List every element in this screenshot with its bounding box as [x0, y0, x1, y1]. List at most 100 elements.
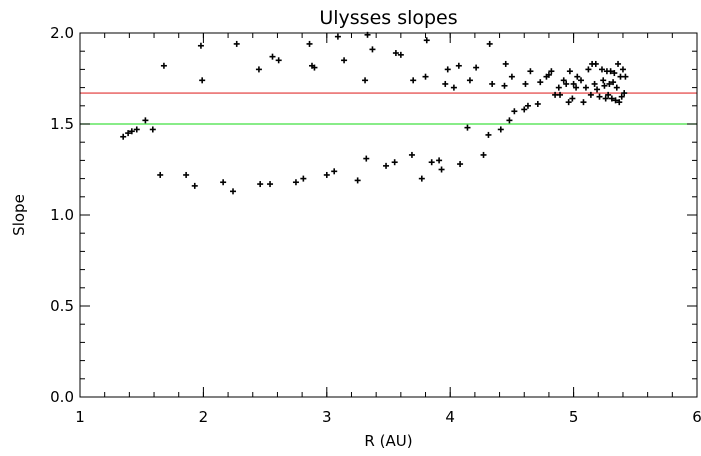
data-point — [311, 64, 318, 71]
data-point — [569, 95, 576, 102]
data-point — [486, 40, 493, 47]
data-point — [606, 80, 613, 87]
data-point — [363, 155, 370, 162]
data-point — [566, 68, 573, 75]
data-point — [594, 86, 601, 93]
data-point — [422, 73, 429, 80]
data-point — [485, 131, 492, 138]
data-point — [600, 77, 607, 84]
data-point — [149, 126, 156, 133]
data-point — [587, 91, 594, 98]
data-point — [230, 188, 237, 195]
data-point — [438, 166, 445, 173]
data-point — [578, 77, 585, 84]
data-point — [408, 151, 415, 158]
data-point — [323, 171, 330, 178]
data-point — [269, 53, 276, 60]
data-point — [570, 80, 577, 87]
data-point — [354, 177, 361, 184]
data-point — [612, 97, 619, 104]
data-point — [527, 68, 534, 75]
data-point — [450, 84, 457, 91]
data-point — [497, 126, 504, 133]
data-point — [197, 42, 204, 49]
data-point — [457, 161, 464, 168]
data-point — [545, 71, 552, 78]
data-point — [142, 117, 149, 124]
data-point — [392, 50, 399, 57]
data-point — [580, 99, 587, 106]
x-tick-label: 6 — [692, 408, 701, 426]
data-point — [157, 171, 164, 178]
x-tick-label: 5 — [569, 408, 579, 426]
x-tick-label: 1 — [75, 408, 85, 426]
data-point — [418, 175, 425, 182]
data-point — [582, 84, 589, 91]
data-point — [120, 133, 127, 140]
data-point — [521, 106, 528, 113]
data-point — [362, 77, 369, 84]
data-point — [555, 84, 562, 91]
data-point — [133, 126, 140, 133]
data-point — [610, 79, 617, 86]
data-point — [199, 77, 206, 84]
data-point — [183, 171, 190, 178]
data-point — [334, 33, 341, 40]
data-point — [444, 66, 451, 73]
data-point — [501, 82, 508, 89]
data-point — [524, 102, 531, 109]
y-axis-ticks: 0.0 0.5 1.0 1.5 2.0 — [50, 24, 697, 406]
data-point — [522, 80, 529, 87]
data-point — [410, 77, 417, 84]
data-point — [602, 95, 609, 102]
data-point — [598, 66, 605, 73]
data-point — [292, 179, 299, 186]
data-point — [160, 62, 167, 69]
data-point — [565, 99, 572, 106]
data-point — [608, 95, 615, 102]
data-point — [618, 93, 625, 100]
data-point — [383, 162, 390, 169]
data-point — [480, 151, 487, 158]
data-point — [341, 57, 348, 64]
data-point — [621, 90, 628, 97]
data-point — [464, 124, 471, 131]
data-point — [502, 60, 509, 67]
y-tick-label: 1.5 — [50, 115, 74, 133]
data-point — [306, 40, 313, 47]
data-point — [442, 80, 449, 87]
data-point — [563, 80, 570, 87]
data-point — [257, 181, 264, 188]
y-tick-label: 0.0 — [50, 388, 74, 406]
data-point — [267, 181, 274, 188]
x-axis-ticks: 1 2 3 4 5 6 — [75, 33, 701, 426]
data-point — [574, 73, 581, 80]
data-point — [596, 93, 603, 100]
data-point — [508, 73, 515, 80]
data-point — [128, 128, 135, 135]
data-point — [560, 77, 567, 84]
data-point — [573, 84, 580, 91]
data-point — [428, 159, 435, 166]
reference-lines — [80, 92, 697, 125]
data-point — [369, 46, 376, 53]
y-axis-label: Slope — [10, 194, 28, 236]
x-tick-label: 3 — [322, 408, 332, 426]
data-point — [255, 66, 262, 73]
data-point — [489, 80, 496, 87]
y-tick-label: 2.0 — [50, 24, 74, 42]
x-tick-label: 4 — [445, 408, 455, 426]
data-point — [125, 130, 132, 137]
data-point — [601, 82, 608, 89]
data-point — [191, 182, 198, 189]
data-point — [615, 60, 622, 67]
data-point — [537, 79, 544, 86]
y-tick-label: 0.5 — [50, 297, 74, 315]
data-point — [616, 99, 623, 106]
y-tick-label: 1.0 — [50, 206, 74, 224]
data-point — [455, 62, 462, 69]
data-point — [466, 77, 473, 84]
x-tick-label: 2 — [199, 408, 209, 426]
data-point — [534, 100, 541, 107]
